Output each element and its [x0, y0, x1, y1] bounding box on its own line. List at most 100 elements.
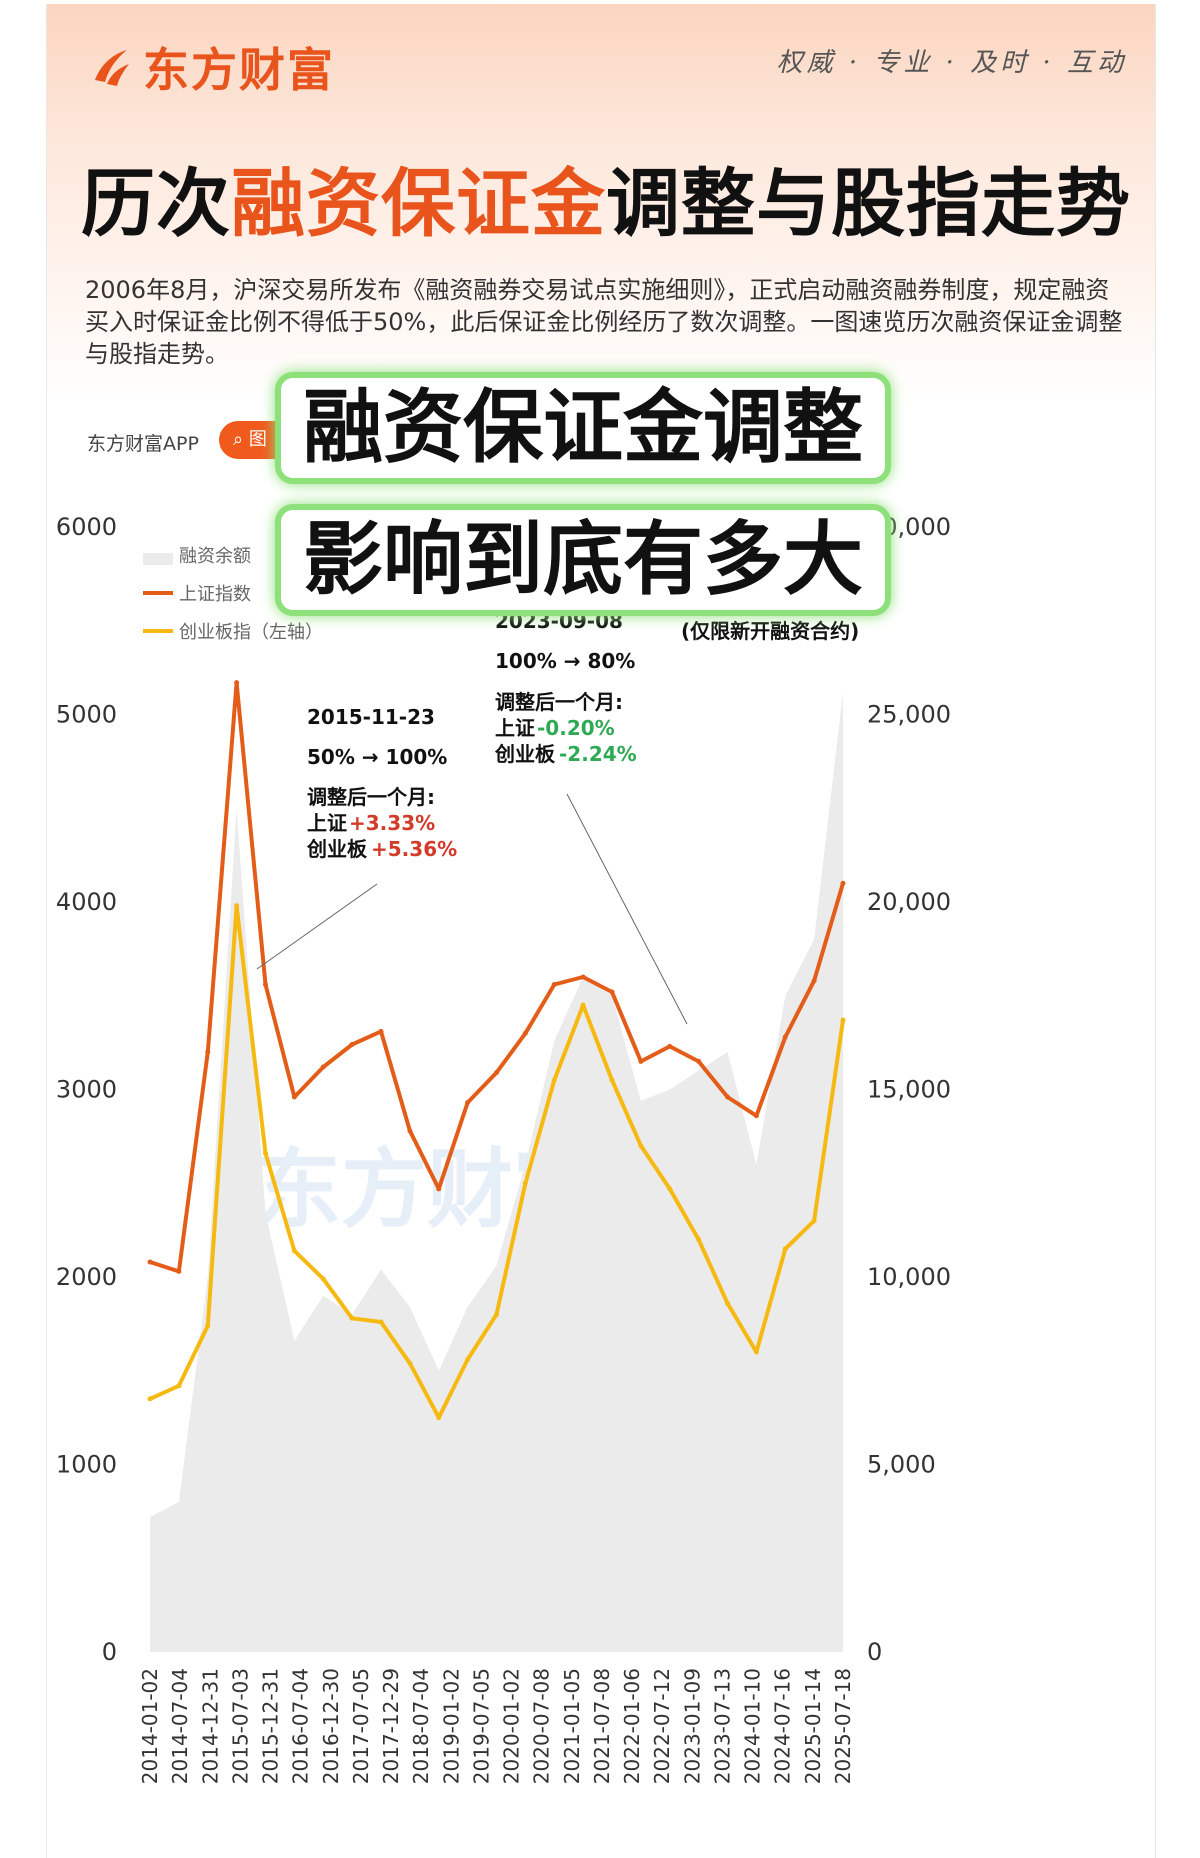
point-chinext-11	[465, 1357, 471, 1362]
x-axis-tick: 2020-07-08	[530, 1668, 554, 1784]
annotation-1-cyb-change: +5.36%	[371, 837, 457, 861]
x-axis-tick: 2019-07-05	[469, 1668, 493, 1784]
point-shanghai-14	[551, 982, 557, 987]
right-axis-tick: 25,000	[867, 701, 951, 729]
point-chinext-13	[522, 1180, 528, 1186]
point-chinext-10	[436, 1415, 442, 1421]
x-axis-tick: 2017-12-29	[379, 1668, 403, 1784]
point-chinext-18	[667, 1186, 673, 1192]
left-axis-tick: 0	[102, 1638, 117, 1666]
brand-logo-icon	[95, 50, 129, 86]
point-chinext-5	[291, 1248, 297, 1254]
point-shanghai-2	[205, 1049, 211, 1055]
legend-entry: 创业板指（左轴）	[179, 622, 323, 643]
overlay-caption-line1: 融资保证金调整	[275, 372, 891, 484]
point-chinext-17	[638, 1143, 644, 1149]
left-axis-tick: 2000	[56, 1263, 117, 1291]
x-axis-tick: 2022-01-06	[620, 1668, 644, 1784]
poster-card: 东方财富 权威 · 专业 · 及时 · 互动 历次融资保证金调整与股指走势 20…	[46, 4, 1156, 1858]
annotation-2-leader	[566, 793, 688, 1025]
title-highlight: 融资保证金	[231, 161, 606, 247]
x-axis-tick: 2014-07-04	[168, 1668, 192, 1784]
annotation-1-text: 2015-11-23	[307, 705, 435, 729]
point-shanghai-24	[840, 880, 846, 886]
intro-text: 2006年8月，沪深交易所发布《融资融券交易试点实施细则》，正式启动融资融券制度…	[85, 276, 1123, 368]
legend-swatch	[143, 591, 173, 595]
point-shanghai-9	[407, 1128, 413, 1134]
x-axis-tick: 2016-07-04	[289, 1668, 313, 1784]
point-chinext-1	[176, 1383, 182, 1389]
point-shanghai-15	[580, 974, 586, 980]
point-shanghai-7	[349, 1042, 355, 1047]
annotation-1-cyb-label: 创业板	[306, 837, 368, 861]
point-chinext-21	[753, 1349, 759, 1355]
annotation-1-sh-change: +3.33%	[349, 811, 435, 835]
point-chinext-9	[407, 1360, 413, 1366]
annotation-1-sh-label: 上证	[307, 811, 347, 835]
x-axis-tick: 2022-07-12	[650, 1668, 674, 1784]
point-shanghai-0	[147, 1259, 153, 1265]
left-axis-tick: 6000	[56, 513, 117, 541]
right-axis-tick: 0	[867, 1638, 882, 1666]
x-axis-tick: 2023-01-09	[680, 1668, 704, 1784]
point-chinext-12	[494, 1312, 499, 1317]
point-shanghai-18	[667, 1043, 673, 1049]
x-axis-tick: 2018-07-04	[409, 1668, 433, 1784]
legend-swatch	[143, 629, 173, 633]
point-shanghai-8	[378, 1028, 384, 1034]
point-shanghai-22	[782, 1034, 788, 1040]
point-shanghai-12	[494, 1070, 499, 1076]
left-axis-tick: 3000	[56, 1076, 117, 1104]
point-shanghai-13	[522, 1030, 528, 1036]
legend-entry: 融资余额	[179, 546, 251, 567]
point-shanghai-1	[176, 1268, 182, 1274]
x-axis-tick: 2025-01-14	[801, 1668, 825, 1784]
x-axis-tick: 2023-07-13	[710, 1668, 734, 1784]
annotation-1-text: 50% → 100%	[307, 745, 447, 769]
x-axis-tick: 2016-12-30	[319, 1668, 343, 1784]
point-shanghai-3	[234, 680, 240, 686]
point-chinext-15	[580, 1002, 586, 1008]
brand-name: 东方财富	[143, 43, 335, 97]
search-icon: ⌕	[233, 429, 249, 450]
brand-slogan: 权威 · 专业 · 及时 · 互动	[776, 48, 1127, 78]
annotation-1-leader	[256, 883, 378, 970]
point-chinext-3	[234, 903, 240, 909]
index-chart: 东方财富600050004000300020001000030,00025,00…	[56, 513, 951, 1784]
point-shanghai-20	[725, 1094, 730, 1100]
x-axis-tick: 2019-01-02	[439, 1668, 463, 1784]
annotation-2-sh-change: -0.20%	[537, 716, 615, 740]
point-chinext-0	[147, 1396, 153, 1402]
x-axis-tick: 2024-07-16	[771, 1668, 795, 1784]
x-axis-tick: 2020-01-02	[500, 1668, 524, 1784]
brand: 东方财富	[87, 34, 335, 100]
point-shanghai-17	[638, 1058, 644, 1064]
point-chinext-7	[349, 1315, 355, 1321]
search-label: 图	[248, 429, 267, 450]
point-chinext-16	[609, 1077, 615, 1083]
point-chinext-22	[782, 1246, 788, 1252]
annotation-2-after: 调整后一个月:	[495, 690, 623, 714]
x-axis-tick: 2015-12-31	[259, 1668, 283, 1784]
point-chinext-20	[725, 1300, 730, 1306]
annotation-2-cyb-change: -2.24%	[559, 742, 637, 766]
annotation-1-text: 调整后一个月:	[307, 785, 435, 809]
app-label: 东方财富APP	[87, 433, 199, 455]
x-axis-tick: 2025-07-18	[831, 1668, 855, 1784]
left-axis-tick: 1000	[56, 1451, 117, 1479]
point-shanghai-10	[436, 1186, 442, 1192]
legend-swatch	[143, 553, 173, 565]
annotation-2-change: 100% → 80%	[495, 649, 635, 673]
legend-entry: 上证指数	[179, 584, 251, 605]
point-shanghai-6	[320, 1064, 326, 1070]
annotation-3-note: (仅限新开融资合约)	[681, 619, 859, 643]
point-chinext-8	[378, 1319, 384, 1325]
right-axis-tick: 5,000	[867, 1451, 936, 1479]
x-axis-tick: 2015-07-03	[228, 1668, 252, 1784]
annotation-2-cyb-label: 创业板	[494, 742, 556, 766]
point-shanghai-4	[263, 982, 268, 987]
point-chinext-23	[811, 1218, 817, 1224]
point-chinext-2	[205, 1323, 211, 1329]
title-suffix: 调整与股指走势	[606, 161, 1131, 247]
point-shanghai-19	[696, 1058, 702, 1064]
